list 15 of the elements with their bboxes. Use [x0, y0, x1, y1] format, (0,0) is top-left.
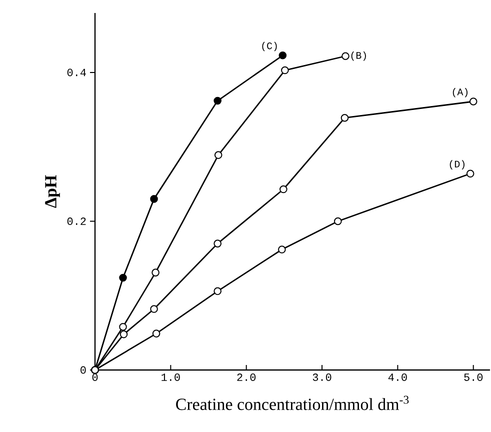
- x-tick-label: 5.0: [464, 374, 483, 381]
- y-tick-label: 0: [80, 366, 86, 374]
- y-tick-label: 0.2: [67, 218, 86, 225]
- series-label: (C): [262, 42, 277, 52]
- series-label: (B): [351, 51, 366, 61]
- y-tick-label: 0.4: [67, 68, 86, 76]
- x-axis-title: Creatine concentration/mmol dm$^{-3}$: [176, 396, 409, 410]
- series-label: (A): [452, 88, 468, 98]
- y-axis-title: ΔpH: [45, 175, 60, 208]
- x-tick-label: 3.0: [312, 374, 332, 381]
- x-tick-label: 1.0: [162, 374, 180, 381]
- x-tick-label: 0: [92, 374, 98, 381]
- series-label: (D): [450, 160, 464, 170]
- x-tick-label: 4.0: [388, 374, 407, 381]
- x-tick-label: 2.0: [237, 374, 256, 381]
